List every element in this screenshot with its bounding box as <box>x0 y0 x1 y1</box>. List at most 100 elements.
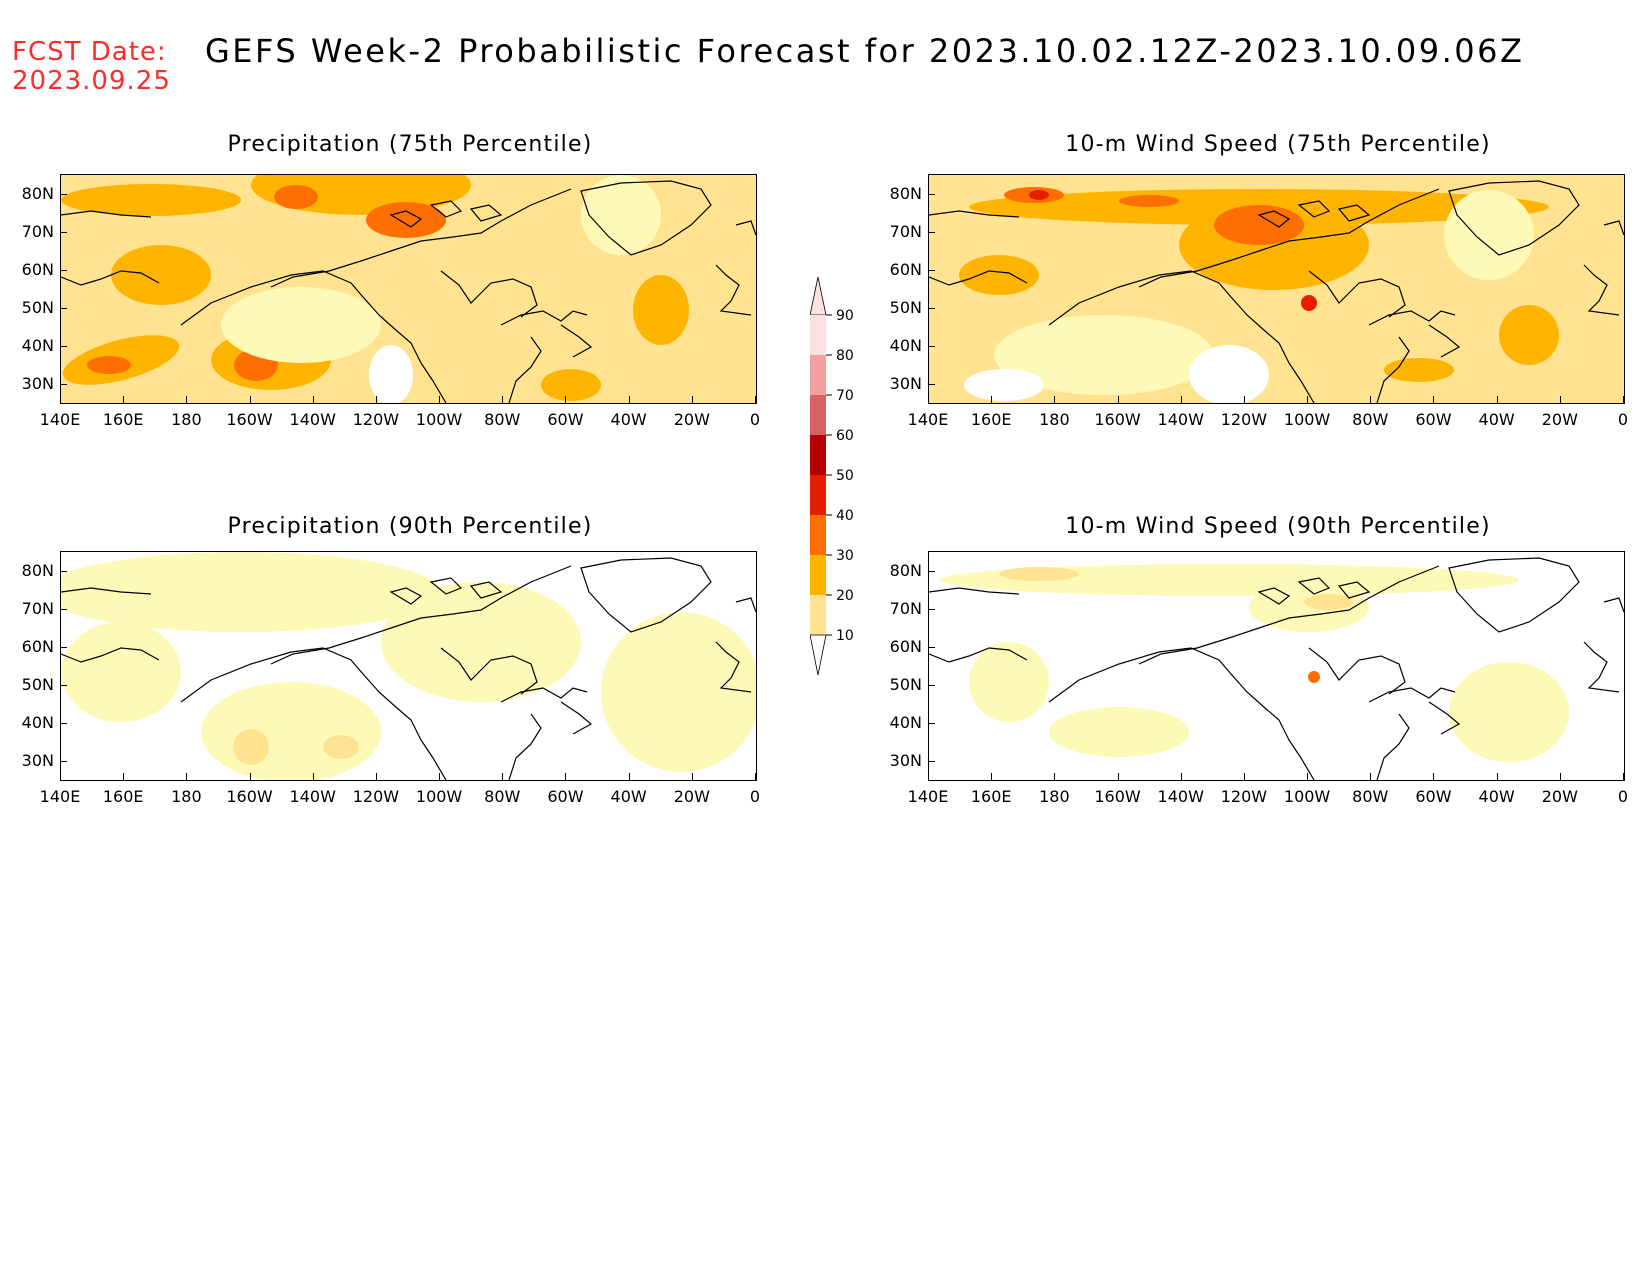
lon-tick-label: 140W <box>289 410 336 429</box>
lat-tick-label: 80N <box>889 561 922 580</box>
lat-tick <box>928 723 935 724</box>
lat-tick-label: 30N <box>889 751 922 770</box>
lat-tick-label: 50N <box>21 298 54 317</box>
prob-below-10 <box>369 345 413 403</box>
lon-tick-label: 100W <box>415 410 463 429</box>
lat-tick <box>928 270 935 271</box>
prob-30-40 <box>633 275 689 345</box>
lat-tick <box>928 609 935 610</box>
lon-tick-label: 60W <box>1415 410 1452 429</box>
lat-tick-label: 40N <box>21 713 54 732</box>
prob-10-20 <box>221 287 381 363</box>
coastline <box>1308 647 1406 695</box>
lon-tick-label: 160E <box>102 410 144 429</box>
coastline <box>500 687 588 703</box>
lon-tick-label: 140E <box>907 410 949 429</box>
coastline <box>1428 324 1461 358</box>
lon-tick-label: 40W <box>1478 787 1515 806</box>
lon-tick <box>1180 396 1182 403</box>
prob-30-40 <box>541 369 601 401</box>
lat-tick <box>60 346 67 347</box>
lon-tick <box>186 396 188 403</box>
prob-40-50 <box>366 202 446 238</box>
lon-tick-label: 40W <box>610 787 647 806</box>
coastline <box>1583 264 1620 316</box>
lon-tick <box>928 773 929 780</box>
lon-tick <box>1496 396 1498 403</box>
lon-tick <box>628 396 630 403</box>
lat-tick <box>928 194 935 195</box>
coastline <box>180 647 447 780</box>
fcst-date-label: FCST Date: <box>12 37 167 67</box>
coastline <box>560 701 593 735</box>
lon-tick <box>1623 773 1624 780</box>
lon-tick-label: 40W <box>1478 410 1515 429</box>
lon-tick-label: 100W <box>1283 410 1331 429</box>
lon-tick-label: 80W <box>1352 787 1389 806</box>
coastline <box>1138 188 1440 288</box>
prob-10-20 <box>1444 190 1534 280</box>
lon-tick-label: 140E <box>39 410 81 429</box>
lon-tick <box>1559 773 1561 780</box>
lon-tick-label: 20W <box>1541 787 1578 806</box>
lon-tick-label: 0 <box>1617 787 1629 806</box>
map-field <box>929 175 1624 403</box>
colorbar-swatch <box>810 595 826 635</box>
prob-10-20 <box>381 582 581 702</box>
prob-below-10 <box>581 562 661 622</box>
prob-10-20 <box>1449 662 1569 762</box>
lon-tick <box>1180 773 1182 780</box>
colorbar-level-label: 50 <box>836 468 854 484</box>
colorbar-bottom-arrow <box>809 634 827 676</box>
colorbar-level-label: 60 <box>836 428 854 444</box>
lat-tick <box>60 308 67 309</box>
lon-tick-label: 180 <box>1039 410 1070 429</box>
lat-tick-label: 70N <box>21 222 54 241</box>
lon-tick <box>60 396 61 403</box>
lat-tick-label: 60N <box>889 260 922 279</box>
colorbar-level-label: 20 <box>836 588 854 604</box>
colorbar-swatch <box>810 435 826 475</box>
colorbar-level-label: 70 <box>836 388 854 404</box>
lon-tick-label: 80W <box>484 410 521 429</box>
colorbar-swatch <box>810 475 826 515</box>
lon-tick <box>755 396 756 403</box>
coastline <box>1297 577 1331 595</box>
lon-tick <box>1433 773 1435 780</box>
lon-tick-label: 120W <box>352 787 400 806</box>
lat-tick <box>60 194 67 195</box>
coastline <box>1428 701 1461 735</box>
lon-tick <box>691 396 693 403</box>
prob-30-40 <box>959 255 1039 295</box>
lat-tick-label: 30N <box>21 751 54 770</box>
coastline <box>929 647 1028 663</box>
coastline <box>469 581 503 599</box>
lon-tick-label: 140E <box>907 787 949 806</box>
lat-tick-label: 70N <box>889 222 922 241</box>
prob-10-20 <box>939 564 1519 596</box>
colorbar-swatch <box>810 355 826 395</box>
coastline <box>61 210 152 218</box>
lat-tick-label: 30N <box>889 374 922 393</box>
lon-tick <box>755 773 756 780</box>
map-field <box>61 552 756 780</box>
lat-tick <box>928 685 935 686</box>
colorbar-top-arrow <box>809 276 827 316</box>
coastline <box>508 713 542 780</box>
colorbar-swatch <box>810 515 826 555</box>
panel-title: 10-m Wind Speed (75th Percentile) <box>1065 132 1491 157</box>
lon-tick-label: 160W <box>1094 787 1141 806</box>
lon-tick <box>1307 396 1309 403</box>
lon-tick-label: 80W <box>1352 410 1389 429</box>
map-field <box>929 552 1624 780</box>
lat-tick <box>60 232 67 233</box>
coastline <box>1337 581 1371 599</box>
lon-tick <box>312 396 314 403</box>
lon-tick-label: 160W <box>1094 410 1141 429</box>
lon-tick <box>565 773 567 780</box>
coastline <box>580 557 712 633</box>
prob-10-20 <box>994 315 1214 395</box>
lon-tick-label: 20W <box>673 410 710 429</box>
lat-tick-label: 80N <box>21 561 54 580</box>
lon-tick <box>375 396 377 403</box>
